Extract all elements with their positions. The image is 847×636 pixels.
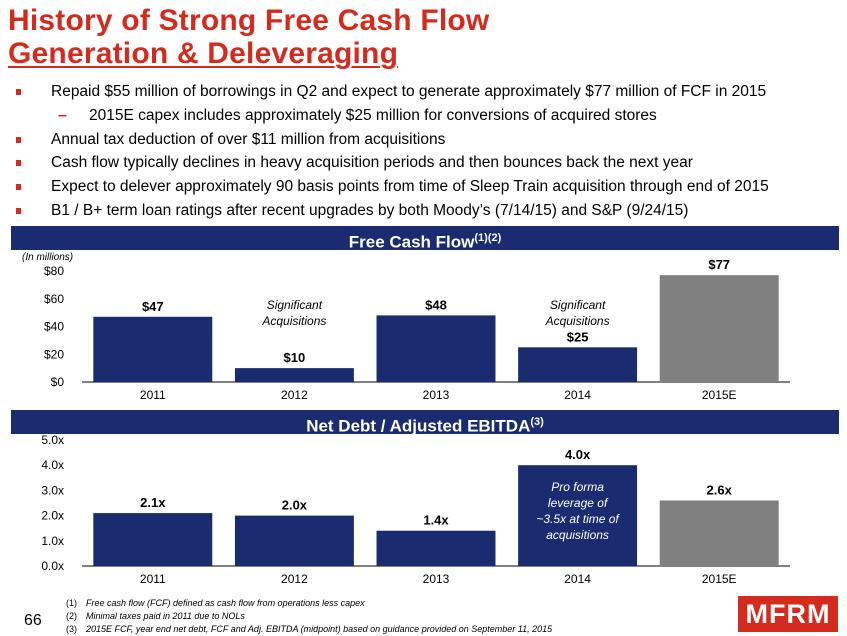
data-label: $77 bbox=[708, 257, 730, 272]
x-tick-label: 2014 bbox=[564, 388, 591, 402]
x-tick-label: 2011 bbox=[140, 572, 166, 586]
bullet-item: B1 / B+ term loan ratings after recent u… bbox=[14, 199, 844, 223]
page-number: 66 bbox=[24, 612, 42, 629]
annotation-text: Significant bbox=[267, 298, 323, 312]
data-label: 2.1x bbox=[140, 495, 166, 510]
bar-2013 bbox=[376, 315, 496, 382]
y-tick-label: $40 bbox=[44, 320, 64, 334]
x-tick-label: 2014 bbox=[564, 572, 591, 586]
bar-2012 bbox=[234, 515, 354, 566]
bar-2011 bbox=[93, 316, 213, 382]
bar-2011 bbox=[93, 513, 213, 566]
bullet-item: Annual tax deduction of over $11 million… bbox=[14, 128, 844, 152]
leverage-bar-chart: 0.0x 1.0x 2.0x 3.0x 4.0x 5.0x 2.1x 2011 2.0x 2012… bbox=[41, 434, 790, 586]
footnote: (1) Free cash flow (FCF) defined as cash … bbox=[66, 598, 365, 608]
footnotes: (1) Free cash flow (FCF) defined as cash … bbox=[66, 597, 552, 636]
page-title: History of Strong Free Cash Flow Generat… bbox=[8, 4, 489, 70]
y-tick-label: 1.0x bbox=[41, 534, 64, 548]
x-tick-label: 2012 bbox=[281, 572, 308, 586]
y-tick-label: $60 bbox=[44, 292, 64, 306]
x-tick-label: 2012 bbox=[281, 388, 308, 402]
bar-2015e bbox=[659, 275, 779, 382]
annotation-text: acquisitions bbox=[546, 528, 609, 542]
company-logo: MFRM bbox=[738, 596, 838, 632]
title-line-1: History of Strong Free Cash Flow bbox=[8, 4, 490, 37]
data-label: $10 bbox=[284, 350, 306, 365]
annotation-text: Acquisitions bbox=[545, 314, 610, 328]
bullet-list: Repaid $55 million of borrowings in Q2 a… bbox=[14, 80, 844, 223]
x-tick-label: 2013 bbox=[423, 388, 450, 402]
leverage-chart-title-sup: (3) bbox=[530, 416, 544, 428]
y-tick-label: 5.0x bbox=[41, 434, 64, 447]
footnote: (2) Minimal taxes paid in 2011 due to NOL… bbox=[66, 611, 245, 621]
data-label: 2.0x bbox=[282, 498, 308, 513]
y-tick-label: 4.0x bbox=[41, 458, 64, 472]
data-label: 4.0x bbox=[565, 447, 591, 462]
x-tick-label: 2013 bbox=[423, 572, 450, 586]
leverage-chart-title: Net Debt / Adjusted EBITDA bbox=[306, 416, 531, 436]
annotation-text: leverage of bbox=[548, 496, 609, 510]
x-tick-label: 2015E bbox=[702, 572, 737, 586]
x-tick-label: 2011 bbox=[140, 388, 166, 402]
annotation-text: Pro forma bbox=[551, 480, 604, 494]
fcf-chart-header: Free Cash Flow(1)(2) bbox=[11, 226, 839, 252]
x-tick-label: 2015E bbox=[702, 388, 737, 402]
bar-2013 bbox=[376, 530, 496, 566]
sub-bullet-item: 2015E capex includes approximately $25 m… bbox=[14, 104, 844, 128]
title-line-2: Generation & Deleveraging bbox=[8, 37, 399, 70]
y-tick-label: $20 bbox=[44, 347, 64, 361]
data-label: 2.6x bbox=[707, 482, 733, 497]
leverage-chart-header: Net Debt / Adjusted EBITDA(3) bbox=[11, 410, 839, 436]
unit-note: (In millions) bbox=[22, 252, 73, 263]
bar-2015e bbox=[659, 500, 779, 566]
y-tick-label: $0 bbox=[51, 375, 65, 389]
bar-2014 bbox=[518, 465, 638, 566]
y-tick-label: $80 bbox=[44, 264, 64, 278]
bar-2012 bbox=[234, 368, 354, 382]
annotation-text: Significant bbox=[550, 298, 606, 312]
bullet-item: Cash flow typically declines in heavy ac… bbox=[14, 151, 844, 175]
fcf-chart-title-sup: (1)(2) bbox=[474, 232, 502, 244]
data-label: 1.4x bbox=[423, 513, 449, 528]
bar-2014 bbox=[518, 347, 638, 382]
fcf-chart-title: Free Cash Flow bbox=[348, 232, 475, 252]
fcf-bar-chart: (In millions) $0 $20 $40 $60 $80 $47 2011 $10 201… bbox=[22, 252, 790, 402]
data-label: $48 bbox=[425, 297, 447, 312]
annotation-text: ~3.5x at time of bbox=[536, 512, 620, 526]
bullet-item: Expect to delever approximately 90 basis… bbox=[14, 175, 844, 199]
bullet-item: Repaid $55 million of borrowings in Q2 a… bbox=[14, 80, 844, 104]
annotation-text: Acquisitions bbox=[261, 314, 326, 328]
data-label: $25 bbox=[567, 329, 589, 344]
y-tick-label: 0.0x bbox=[41, 559, 64, 573]
y-tick-label: 3.0x bbox=[41, 483, 64, 497]
data-label: $47 bbox=[142, 299, 164, 314]
footnote: (3) 2015E FCF, year end net debt, FCF and… bbox=[66, 624, 553, 634]
y-tick-label: 2.0x bbox=[41, 509, 64, 523]
